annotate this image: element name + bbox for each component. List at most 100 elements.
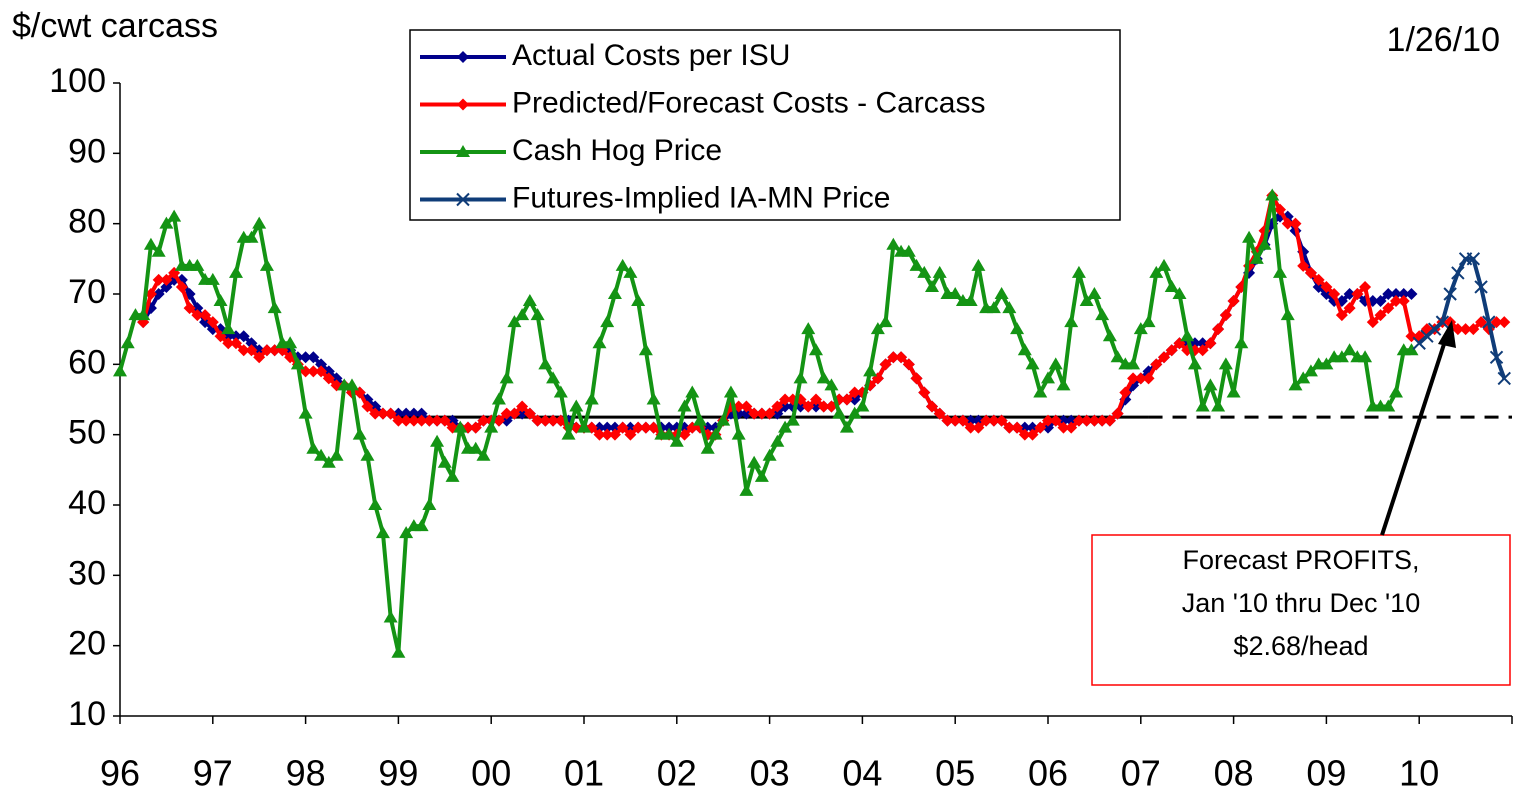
point-marker bbox=[437, 455, 452, 468]
point-marker bbox=[1474, 280, 1488, 294]
point-marker bbox=[963, 294, 978, 307]
point-marker bbox=[477, 414, 490, 427]
point-marker bbox=[1011, 421, 1024, 434]
point-marker bbox=[546, 371, 561, 384]
point-marker bbox=[476, 448, 491, 461]
point-marker bbox=[631, 294, 646, 307]
point-marker bbox=[647, 421, 660, 434]
point-marker bbox=[1088, 414, 1101, 427]
point-marker bbox=[879, 358, 892, 371]
point-marker bbox=[1490, 316, 1503, 329]
point-marker bbox=[315, 358, 328, 371]
legend-label: Actual Costs per ISU bbox=[512, 39, 790, 72]
point-marker bbox=[723, 385, 738, 398]
point-marker bbox=[1489, 350, 1504, 365]
point-marker bbox=[400, 414, 413, 427]
point-marker bbox=[1087, 287, 1102, 299]
y-tick-label: 100 bbox=[49, 62, 106, 100]
point-marker bbox=[747, 455, 762, 468]
point-marker bbox=[553, 385, 568, 398]
point-marker bbox=[839, 420, 854, 433]
point-marker bbox=[237, 344, 250, 357]
y-tick-label: 10 bbox=[68, 695, 106, 733]
point-marker bbox=[1042, 414, 1054, 427]
point-marker bbox=[1096, 414, 1109, 427]
point-marker bbox=[901, 244, 916, 257]
point-marker bbox=[1072, 414, 1085, 427]
point-marker bbox=[1204, 337, 1217, 350]
point-marker bbox=[531, 414, 544, 427]
point-marker bbox=[716, 413, 731, 426]
legend-label: Futures-Implied IA-MN Price bbox=[512, 181, 890, 214]
point-marker bbox=[1049, 414, 1062, 427]
point-marker bbox=[456, 192, 470, 207]
point-marker bbox=[457, 98, 469, 111]
point-marker bbox=[1180, 329, 1195, 342]
point-marker bbox=[205, 272, 220, 285]
point-marker bbox=[329, 448, 344, 461]
point-marker bbox=[1303, 364, 1318, 377]
point-marker bbox=[1359, 280, 1372, 293]
point-marker bbox=[1195, 399, 1210, 412]
point-marker bbox=[1218, 357, 1233, 370]
point-marker bbox=[484, 420, 499, 433]
point-marker bbox=[415, 414, 428, 427]
point-marker bbox=[453, 420, 468, 433]
point-marker bbox=[1343, 302, 1356, 315]
point-marker bbox=[887, 351, 900, 364]
point-marker bbox=[1249, 251, 1264, 264]
point-marker bbox=[895, 351, 908, 364]
point-marker bbox=[298, 406, 313, 419]
point-marker bbox=[1289, 217, 1302, 230]
point-marker bbox=[230, 337, 242, 350]
point-marker bbox=[607, 287, 622, 299]
point-marker bbox=[1374, 295, 1387, 308]
point-marker bbox=[1056, 378, 1071, 391]
point-marker bbox=[190, 258, 205, 271]
point-marker bbox=[345, 378, 359, 391]
point-marker bbox=[802, 400, 815, 413]
point-marker bbox=[1366, 316, 1379, 329]
annotation-box bbox=[1091, 534, 1511, 686]
point-marker bbox=[994, 287, 1009, 299]
point-marker bbox=[1017, 343, 1032, 356]
point-marker bbox=[1435, 315, 1450, 329]
point-marker bbox=[491, 392, 506, 405]
annotation-text: Jan '10 thru Dec '10 bbox=[1182, 588, 1420, 618]
point-marker bbox=[1142, 372, 1155, 385]
point-marker bbox=[507, 315, 522, 328]
point-marker bbox=[113, 364, 127, 377]
point-marker bbox=[987, 414, 1000, 427]
point-marker bbox=[206, 316, 219, 329]
legend: Actual Costs per ISU Predicted/Forecast C… bbox=[409, 29, 1121, 221]
point-marker bbox=[499, 371, 514, 384]
point-marker bbox=[949, 414, 962, 427]
point-marker bbox=[748, 407, 761, 420]
point-marker bbox=[1164, 279, 1179, 292]
point-marker bbox=[1003, 421, 1016, 434]
point-marker bbox=[508, 407, 521, 420]
point-marker bbox=[918, 386, 931, 399]
point-marker bbox=[515, 308, 530, 321]
point-marker bbox=[221, 322, 236, 335]
point-marker bbox=[638, 343, 653, 356]
point-marker bbox=[840, 393, 853, 406]
point-marker bbox=[1343, 288, 1356, 300]
x-tick-label: 10 bbox=[1399, 753, 1439, 794]
x-tick-label: 98 bbox=[286, 753, 326, 794]
point-marker bbox=[283, 336, 298, 349]
point-marker bbox=[1389, 385, 1403, 398]
point-marker bbox=[422, 498, 437, 510]
y-tick-label: 90 bbox=[68, 132, 106, 170]
point-marker bbox=[199, 309, 212, 322]
point-marker bbox=[120, 336, 135, 349]
point-marker bbox=[253, 351, 266, 364]
point-marker bbox=[1165, 344, 1178, 357]
point-marker bbox=[755, 407, 768, 420]
point-marker bbox=[1451, 323, 1464, 336]
point-marker bbox=[816, 371, 831, 384]
point-marker bbox=[1390, 295, 1402, 308]
point-marker bbox=[538, 357, 553, 370]
point-marker bbox=[770, 434, 785, 447]
point-marker bbox=[1134, 372, 1147, 385]
